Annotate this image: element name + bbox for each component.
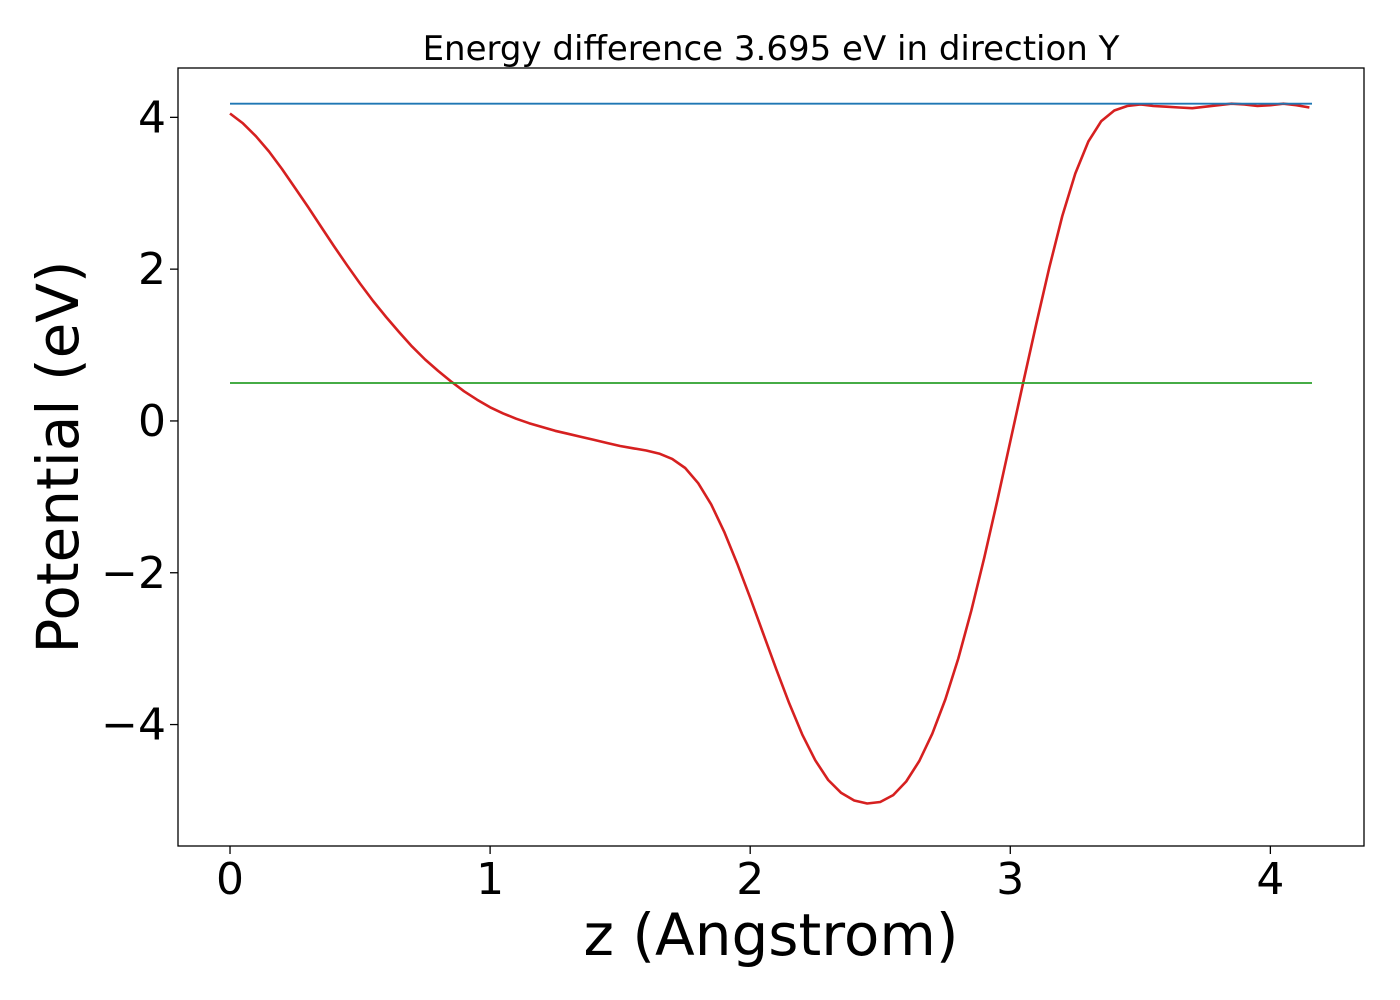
x-axis-label: z (Angstrom) bbox=[584, 901, 959, 969]
y-tick-label: −2 bbox=[101, 548, 166, 599]
x-tick-label: 0 bbox=[216, 854, 244, 905]
chart-title: Energy difference 3.695 eV in direction … bbox=[423, 29, 1120, 69]
plot-background bbox=[178, 68, 1364, 846]
plot-frame bbox=[177, 67, 1365, 847]
y-axis-label: Potential (eV) bbox=[24, 260, 92, 653]
y-tick-label: 0 bbox=[138, 396, 166, 447]
x-tick-label: 1 bbox=[476, 854, 504, 905]
y-tick-label: 4 bbox=[138, 92, 166, 143]
x-axis-ticks: 0 1 2 3 4 bbox=[216, 846, 1284, 905]
y-tick-label: 2 bbox=[138, 244, 166, 295]
series-layer bbox=[229, 102, 1312, 805]
x-tick-label: 3 bbox=[996, 854, 1024, 905]
x-tick-label: 4 bbox=[1256, 854, 1284, 905]
x-tick-label: 2 bbox=[736, 854, 764, 905]
series-line-0 bbox=[229, 102, 1310, 805]
y-tick-label: −4 bbox=[101, 700, 166, 751]
y-axis-ticks: −4 −2 0 2 4 bbox=[101, 92, 178, 751]
